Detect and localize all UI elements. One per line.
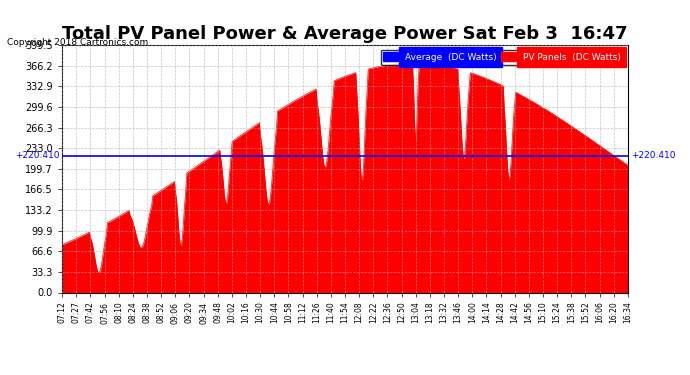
- Legend: Average  (DC Watts), PV Panels  (DC Watts): Average (DC Watts), PV Panels (DC Watts): [381, 50, 623, 64]
- Text: Copyright 2018 Cartronics.com: Copyright 2018 Cartronics.com: [7, 38, 148, 47]
- Title: Total PV Panel Power & Average Power Sat Feb 3  16:47: Total PV Panel Power & Average Power Sat…: [62, 26, 628, 44]
- Text: +220.410: +220.410: [14, 152, 59, 160]
- Text: +220.410: +220.410: [631, 152, 676, 160]
